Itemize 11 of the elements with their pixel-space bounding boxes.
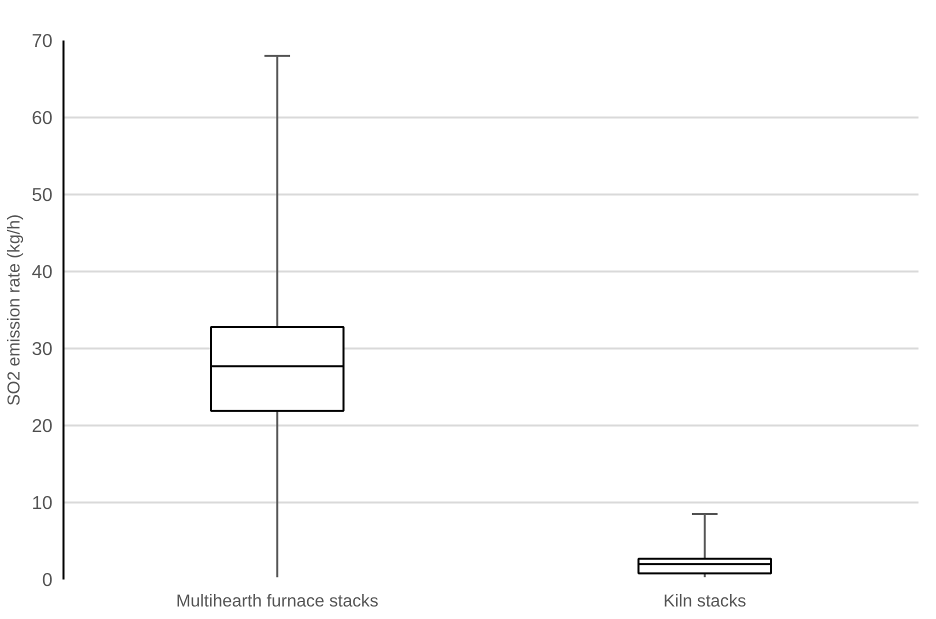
y-tick-label: 10	[32, 492, 53, 513]
y-tick-label: 0	[42, 569, 53, 590]
y-tick-label: 30	[32, 338, 53, 359]
y-tick-label: 60	[32, 107, 53, 128]
y-tick-label: 40	[32, 261, 53, 282]
x-tick-label: Multihearth furnace stacks	[176, 590, 379, 610]
y-axis-title: SO2 emission rate (kg/h)	[4, 214, 24, 406]
y-tick-label: 70	[32, 30, 53, 51]
y-tick-label: 20	[32, 415, 53, 436]
y-tick-label: 50	[32, 184, 53, 205]
x-tick-label: Kiln stacks	[663, 590, 746, 610]
